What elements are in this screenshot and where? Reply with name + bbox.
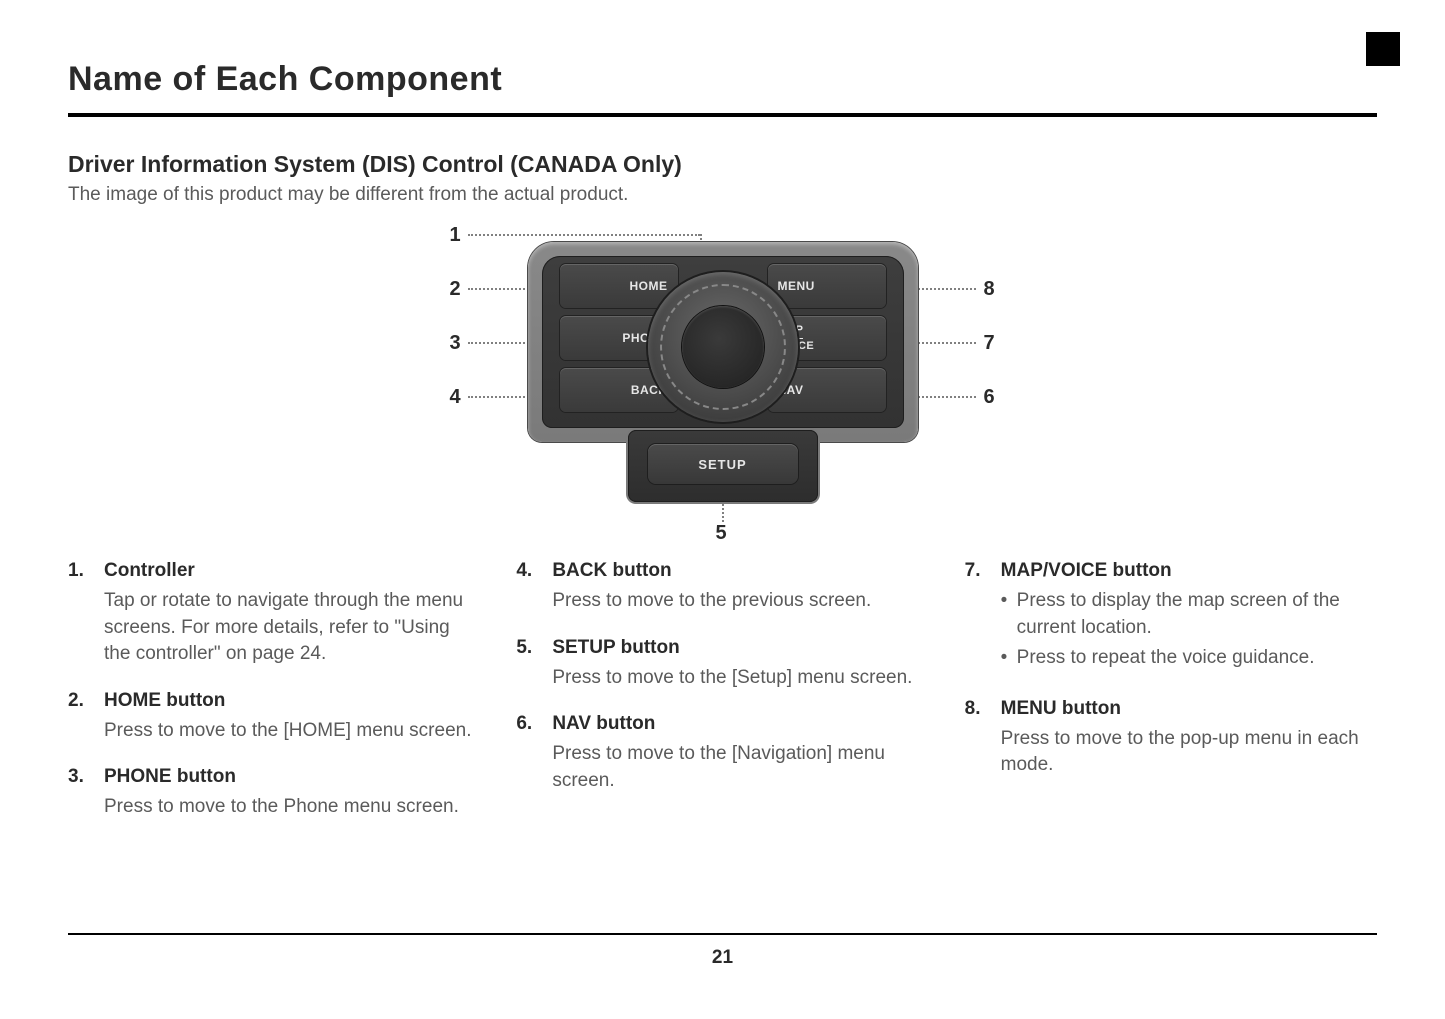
item-6-label: NAV button xyxy=(552,713,928,735)
item-3-desc: Press to move to the Phone menu screen. xyxy=(104,794,480,821)
item-1-num: 1. xyxy=(68,560,92,668)
item-4-label: BACK button xyxy=(552,560,928,582)
column-2: 4. BACK button Press to move to the prev… xyxy=(516,560,928,843)
leader-5 xyxy=(722,500,724,522)
controller-dial[interactable] xyxy=(648,272,798,422)
callout-5: 5 xyxy=(716,522,727,545)
menu-button-label: MENU xyxy=(778,280,815,292)
page-corner-marker xyxy=(1366,32,1400,66)
item-1: 1. Controller Tap or rotate to navigate … xyxy=(68,560,480,668)
page-number: 21 xyxy=(0,947,1445,969)
callout-4: 4 xyxy=(450,386,461,409)
item-8-label: MENU button xyxy=(1001,698,1377,720)
item-7-list: Press to display the map screen of the c… xyxy=(1001,588,1377,672)
item-5-num: 5. xyxy=(516,637,540,692)
item-3-num: 3. xyxy=(68,766,92,821)
item-2-desc: Press to move to the [HOME] menu screen. xyxy=(104,718,480,745)
callout-2: 2 xyxy=(450,278,461,301)
device-body: HOME PHONE BACK MENU MAP VOICE NAV xyxy=(528,242,918,442)
item-7-num: 7. xyxy=(965,560,989,676)
menu-button[interactable]: MENU xyxy=(768,264,886,308)
home-button-label: HOME xyxy=(630,280,668,292)
column-1: 1. Controller Tap or rotate to navigate … xyxy=(68,560,480,843)
item-6-num: 6. xyxy=(516,713,540,794)
title-rule xyxy=(68,113,1377,117)
item-4: 4. BACK button Press to move to the prev… xyxy=(516,560,928,615)
item-5: 5. SETUP button Press to move to the [Se… xyxy=(516,637,928,692)
home-button[interactable]: HOME xyxy=(560,264,678,308)
item-7-bullet-1: Press to display the map screen of the c… xyxy=(1001,588,1377,641)
item-1-desc: Tap or rotate to navigate through the me… xyxy=(104,588,480,668)
section-note: The image of this product may be differe… xyxy=(68,184,1377,206)
callout-6: 6 xyxy=(984,386,995,409)
item-7-bullet-2: Press to repeat the voice guidance. xyxy=(1001,645,1377,672)
item-7: 7. MAP/VOICE button Press to display the… xyxy=(965,560,1377,676)
callout-7: 7 xyxy=(984,332,995,355)
item-1-label: Controller xyxy=(104,560,480,582)
item-4-num: 4. xyxy=(516,560,540,615)
item-8-desc: Press to move to the pop-up menu in each… xyxy=(1001,726,1377,779)
section-title: Driver Information System (DIS) Control … xyxy=(68,151,1377,178)
setup-panel: SETUP xyxy=(628,430,818,502)
setup-button[interactable]: SETUP xyxy=(648,444,798,484)
callout-8: 8 xyxy=(984,278,995,301)
column-3: 7. MAP/VOICE button Press to display the… xyxy=(965,560,1377,843)
setup-button-label: SETUP xyxy=(698,457,746,472)
item-5-desc: Press to move to the [Setup] menu screen… xyxy=(552,665,928,692)
item-2: 2. HOME button Press to move to the [HOM… xyxy=(68,690,480,745)
callout-1: 1 xyxy=(450,224,461,247)
callout-3: 3 xyxy=(450,332,461,355)
item-3-label: PHONE button xyxy=(104,766,480,788)
component-descriptions: 1. Controller Tap or rotate to navigate … xyxy=(68,554,1377,843)
item-6-desc: Press to move to the [Navigation] menu s… xyxy=(552,741,928,794)
item-2-label: HOME button xyxy=(104,690,480,712)
item-8-num: 8. xyxy=(965,698,989,779)
item-3: 3. PHONE button Press to move to the Pho… xyxy=(68,766,480,821)
dis-control-diagram: 1 2 3 4 8 7 6 5 HOME PHONE BACK MENU MAP… xyxy=(438,224,1008,544)
item-7-label: MAP/VOICE button xyxy=(1001,560,1377,582)
bottom-rule xyxy=(68,933,1377,935)
leader-1 xyxy=(468,234,700,236)
item-5-label: SETUP button xyxy=(552,637,928,659)
item-4-desc: Press to move to the previous screen. xyxy=(552,588,928,615)
item-6: 6. NAV button Press to move to the [Navi… xyxy=(516,713,928,794)
item-8: 8. MENU button Press to move to the pop-… xyxy=(965,698,1377,779)
item-2-num: 2. xyxy=(68,690,92,745)
page-title: Name of Each Component xyxy=(68,60,1377,99)
